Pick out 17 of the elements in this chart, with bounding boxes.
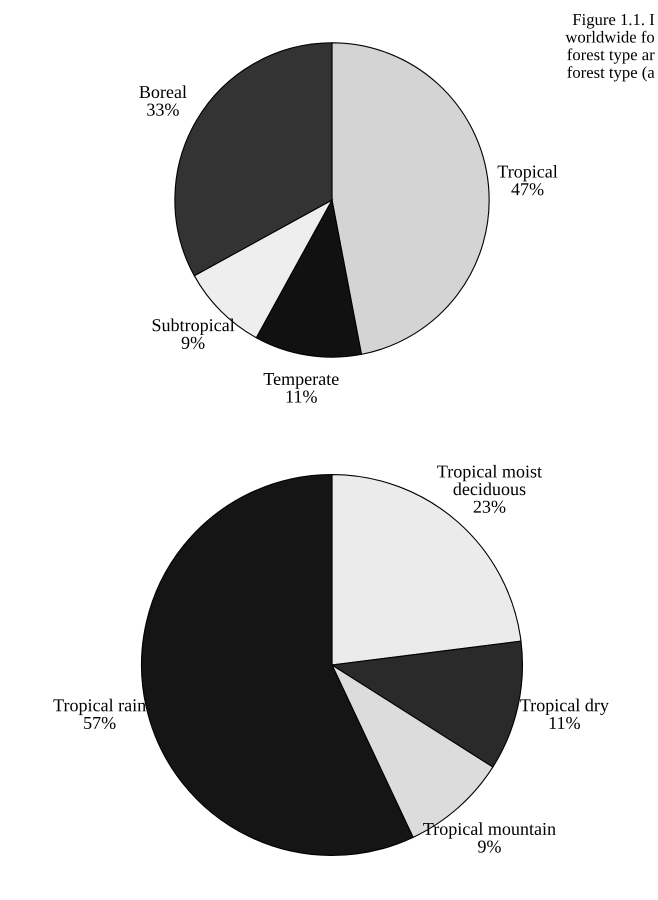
slice-label: Tropical rain — [53, 698, 146, 716]
slice-label: Tropical — [498, 164, 558, 182]
data-label: 11% — [286, 390, 317, 403]
data-label: 9% — [182, 336, 205, 349]
slice-label: Subtropical — [152, 318, 234, 335]
slice-label: Boreal — [139, 85, 187, 98]
slice-label: Tropical dry — [520, 698, 609, 716]
data-label: 9% — [478, 840, 501, 853]
data-label: 33% — [147, 104, 179, 116]
data-label: 57% — [84, 716, 116, 730]
slice-label: Temperate — [264, 373, 339, 389]
data-label: 23% — [474, 500, 506, 513]
data-label: 11% — [550, 716, 580, 730]
slice-label: Tropical mountain — [423, 822, 556, 839]
data-label: 47% — [511, 183, 544, 196]
slice-label: Tropical moist deciduous — [437, 464, 542, 496]
caption: Figure 1.1. I worldwide fo forest type ar forest type (a — [565, 14, 655, 82]
